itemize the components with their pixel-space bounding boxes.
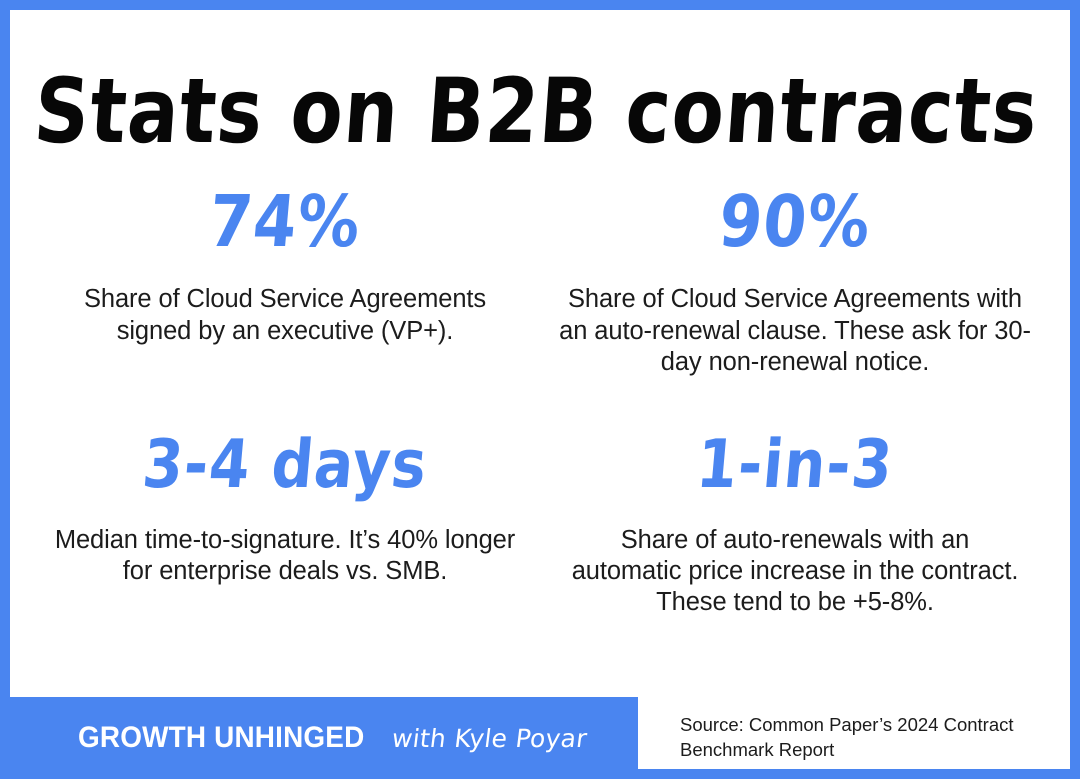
poster-canvas: Stats on B2B contracts 74% Share of Clou… [10, 10, 1070, 769]
stat-card-2: 90% Share of Cloud Service Agreements wi… [550, 180, 1040, 378]
stat-card-1: 74% Share of Cloud Service Agreements si… [40, 180, 530, 378]
stat-value-2: 90% [715, 179, 875, 264]
stat-value-1: 74% [205, 179, 365, 264]
footer-brand-bar: GROWTH UNHINGED with Kyle Poyar [0, 697, 638, 779]
brand-byline: with Kyle Poyar [390, 724, 589, 753]
stat-card-3: 3-4 days Median time-to-signature. It’s … [40, 425, 530, 619]
page-title: Stats on B2B contracts [30, 58, 1042, 164]
stat-description-1: Share of Cloud Service Agreements signed… [83, 285, 487, 345]
brand-name: GROWTH UNHINGED [78, 721, 365, 754]
stat-description-3: Median time-to-signature. It’s 40% longe… [54, 525, 516, 586]
stat-description-2: Share of Cloud Service Agreements with a… [559, 285, 1031, 376]
footer: GROWTH UNHINGED with Kyle Poyar Source: … [0, 697, 1080, 779]
source-text: Source: Common Paper’s 2024 Contract Ben… [680, 713, 1014, 760]
stat-card-4: 1-in-3 Share of auto-renewals with an au… [550, 425, 1040, 619]
stats-grid: 74% Share of Cloud Service Agreements si… [40, 180, 1040, 619]
brand-lockup: GROWTH UNHINGED with Kyle Poyar [0, 721, 589, 755]
source-box: Source: Common Paper’s 2024 Contract Ben… [638, 707, 1070, 768]
stat-description-4: Share of auto-renewals with an automatic… [571, 525, 1019, 617]
stat-value-3: 3-4 days [139, 425, 431, 504]
stat-value-4: 1-in-3 [693, 425, 897, 504]
